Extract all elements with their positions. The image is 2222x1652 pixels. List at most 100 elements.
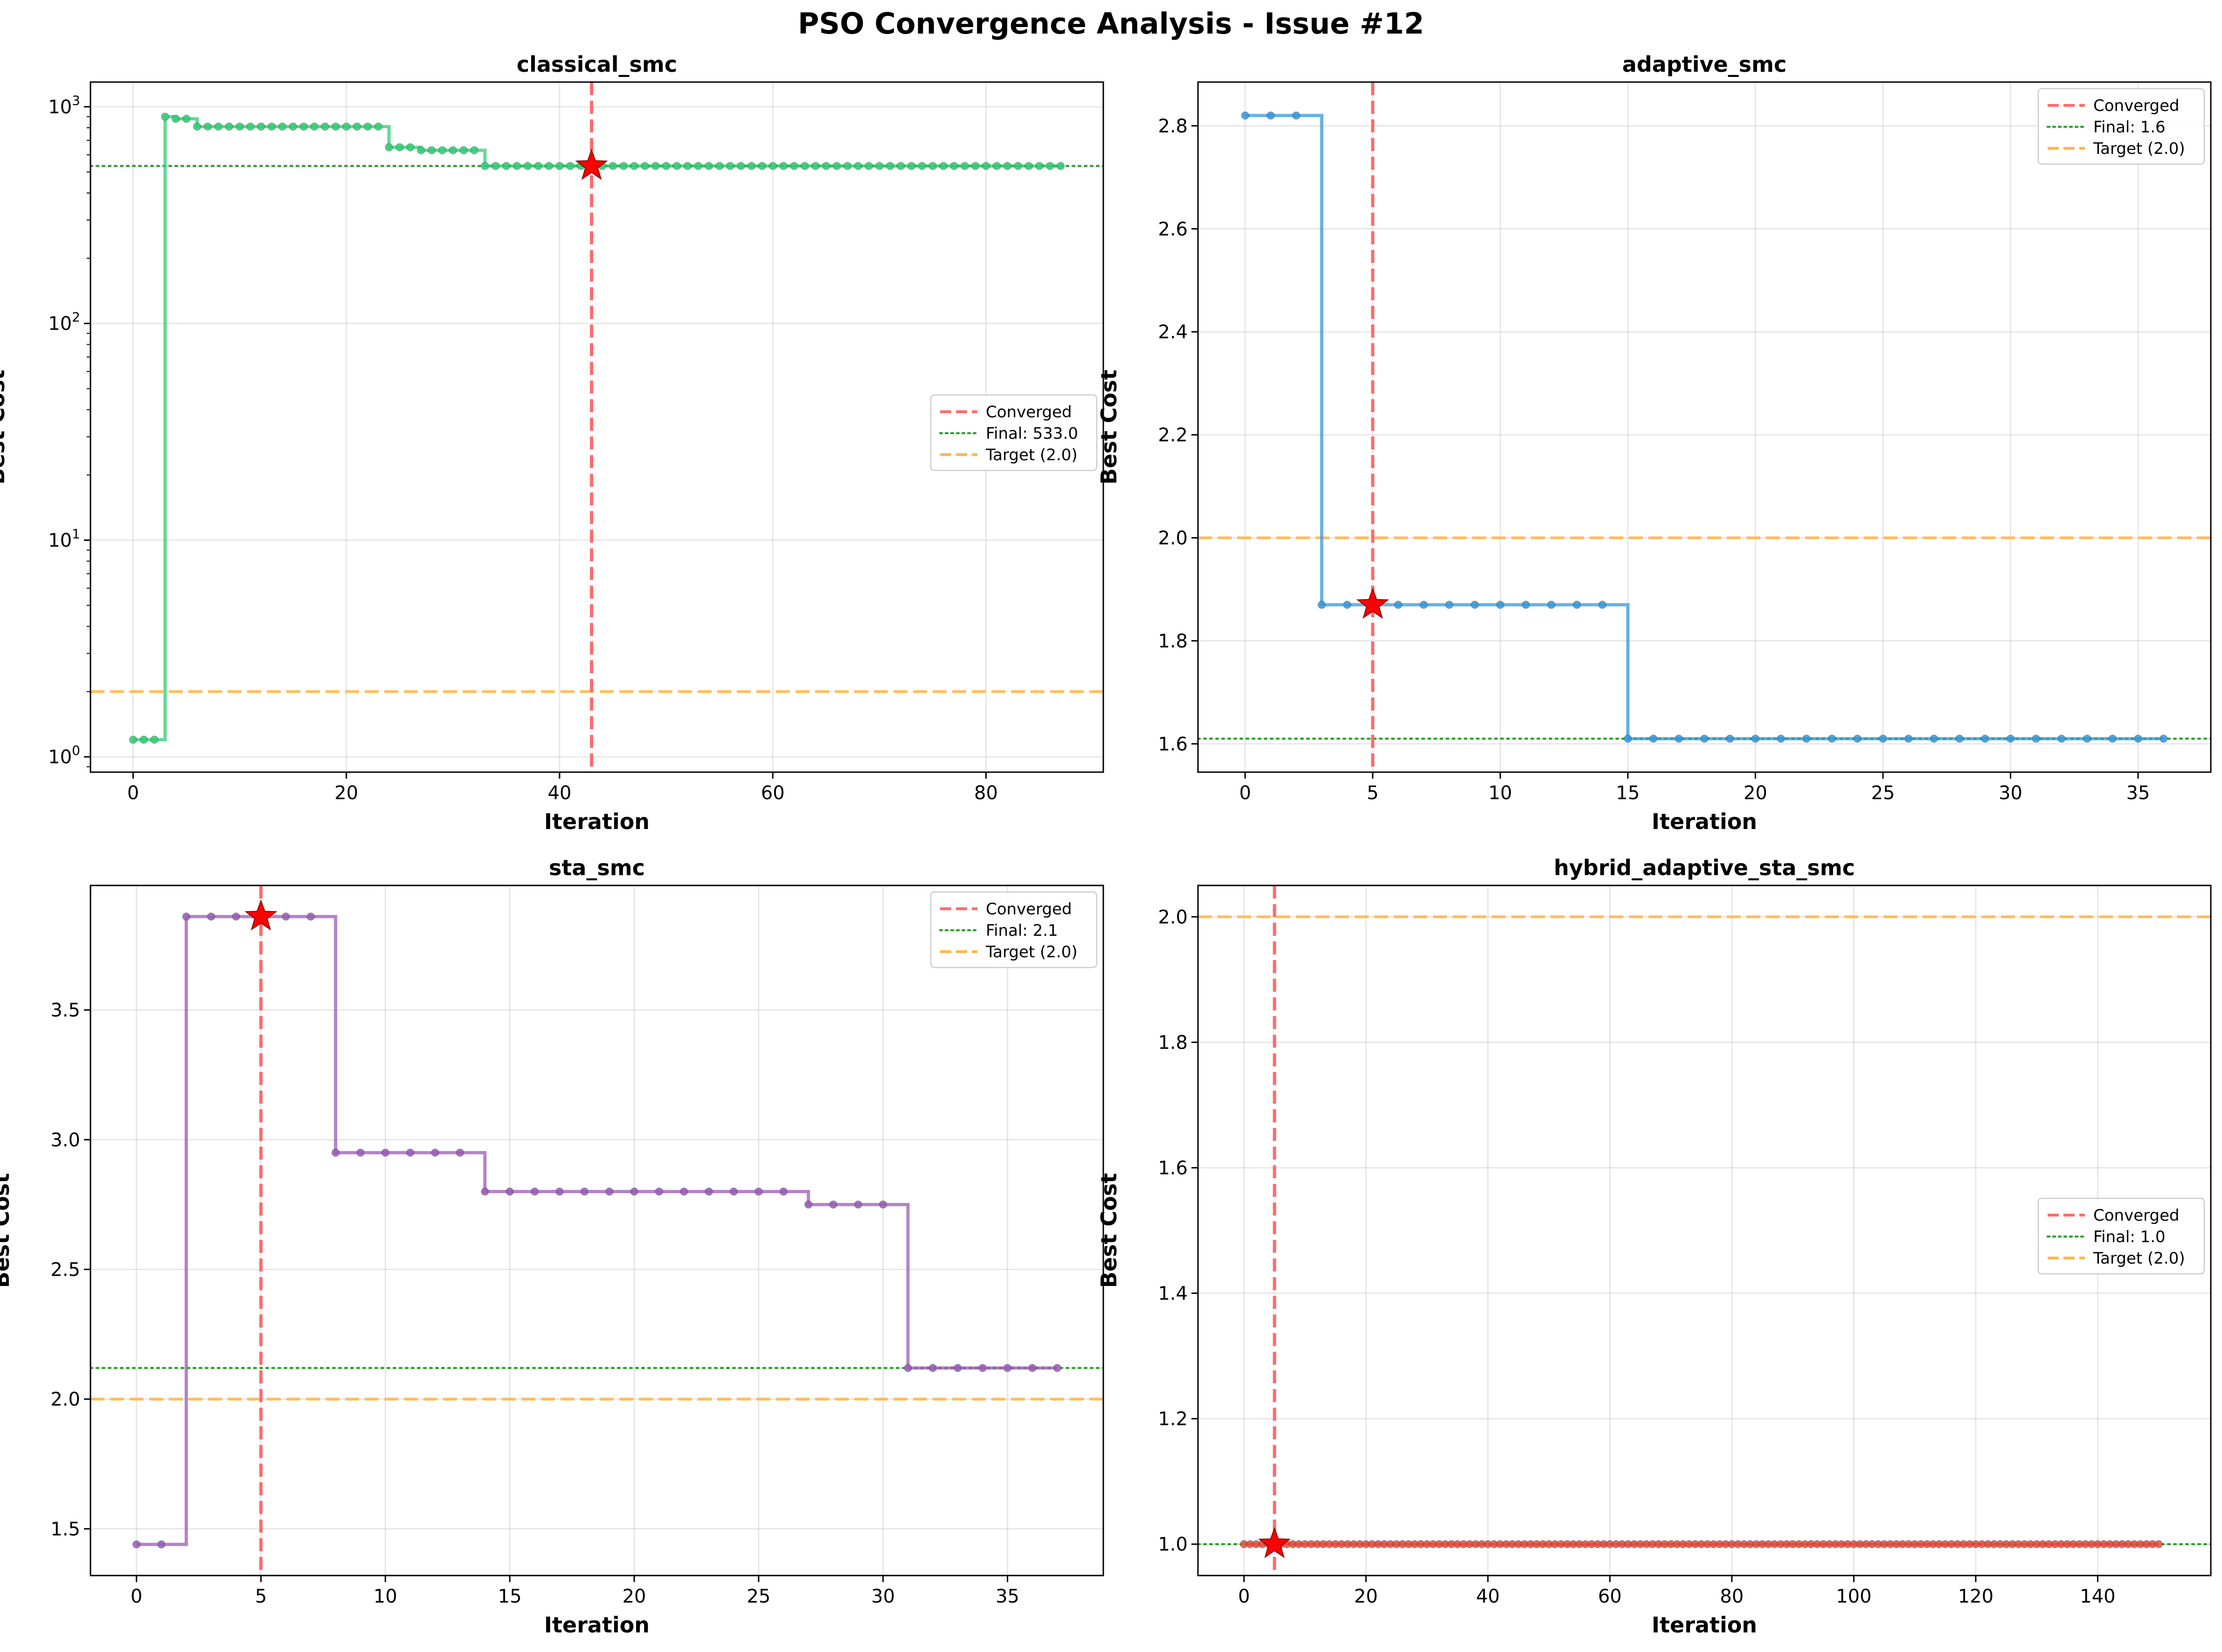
- data-point: [680, 1187, 688, 1196]
- data-point: [2057, 734, 2066, 743]
- x-axis-label: Iteration: [544, 809, 650, 834]
- y-tick-label: 100: [48, 743, 80, 768]
- x-tick-label: 25: [1871, 782, 1895, 804]
- data-point: [182, 912, 191, 921]
- data-point: [729, 1187, 738, 1196]
- data-point: [193, 122, 201, 131]
- data-point: [1045, 162, 1054, 170]
- data-point: [214, 122, 223, 131]
- data-point: [332, 122, 340, 131]
- data-point: [694, 162, 702, 170]
- data-point: [566, 162, 575, 170]
- data-point: [157, 1540, 166, 1548]
- y-tick-label: 1.8: [1158, 630, 1188, 652]
- legend-label: Target (2.0): [985, 943, 1078, 961]
- data-point: [779, 1187, 788, 1196]
- x-tick-label: 20: [1354, 1586, 1378, 1607]
- data-point: [182, 115, 191, 123]
- y-tick-label: 1.4: [1158, 1283, 1188, 1305]
- legend-label: Target (2.0): [985, 446, 1078, 464]
- data-point: [755, 1187, 763, 1196]
- data-point: [505, 1187, 514, 1196]
- data-point: [431, 1148, 439, 1157]
- data-point: [491, 162, 500, 170]
- data-point: [1053, 1364, 1062, 1372]
- data-point: [865, 162, 873, 170]
- data-point: [1853, 734, 1862, 743]
- data-point: [1904, 734, 1913, 743]
- chart-classical-smc: classical_smc Iteration Best Cost 0 20 40 60 80…: [0, 52, 1104, 834]
- data-point: [829, 1200, 838, 1209]
- data-point: [1827, 734, 1836, 743]
- data-point: [2006, 734, 2015, 743]
- axes-frame: [1197, 885, 2212, 1576]
- data-point: [1522, 601, 1530, 609]
- y-tick-label: 2.0: [1158, 527, 1188, 549]
- y-tick-label: 101: [48, 526, 80, 551]
- subplot-title: sta_smc: [549, 855, 645, 880]
- y-axis-label: Best Cost: [0, 1173, 14, 1288]
- x-tick-label: 5: [255, 1586, 267, 1607]
- y-tick-label: 1.0: [1158, 1534, 1188, 1555]
- data-point: [534, 162, 543, 170]
- data-point: [502, 162, 511, 170]
- x-axis-label: Iteration: [1652, 1612, 1757, 1638]
- data-point: [1024, 162, 1033, 170]
- series-line: [133, 115, 1061, 741]
- data-point: [1981, 734, 1989, 743]
- data-point: [1675, 734, 1683, 743]
- x-tick-label: 20: [623, 1586, 646, 1607]
- data-point: [449, 146, 457, 154]
- data-point: [1649, 734, 1658, 743]
- y-tick-label: 2.2: [1158, 425, 1188, 446]
- data-point: [580, 1187, 589, 1196]
- data-point: [1725, 734, 1734, 743]
- x-tick-label: 20: [1744, 782, 1767, 804]
- data-point: [1445, 601, 1454, 609]
- data-point: [843, 162, 852, 170]
- data-point: [822, 162, 831, 170]
- data-point: [342, 122, 351, 131]
- series-line: [136, 915, 1058, 1546]
- data-point: [356, 1148, 365, 1157]
- data-point: [207, 912, 215, 921]
- x-axis-label: Iteration: [544, 1612, 650, 1638]
- data-point: [651, 162, 660, 170]
- data-point: [1802, 734, 1811, 743]
- data-point: [630, 162, 638, 170]
- data-point: [438, 146, 447, 154]
- x-tick-label: 120: [1958, 1586, 1994, 1607]
- data-point: [129, 735, 138, 744]
- y-tick-label: 3.0: [50, 1129, 80, 1151]
- data-point: [257, 122, 265, 131]
- legend-label: Final: 533.0: [986, 424, 1078, 443]
- data-point: [1014, 162, 1022, 170]
- legend-box: [930, 891, 1098, 968]
- data-point: [363, 122, 372, 131]
- data-point: [459, 146, 468, 154]
- legend-box: [2037, 88, 2205, 165]
- y-tick-label: 1.2: [1158, 1409, 1188, 1430]
- data-point: [950, 162, 958, 170]
- data-point: [395, 143, 404, 152]
- data-point: [481, 162, 489, 170]
- data-point: [385, 143, 393, 152]
- data-point: [705, 1187, 713, 1196]
- data-point: [353, 122, 361, 131]
- x-tick-label: 0: [131, 1586, 142, 1607]
- chart-adaptive-smc: adaptive_smc Iteration Best Cost 0 5 10 15 20 25…: [1096, 52, 2212, 834]
- axes-frame: [90, 885, 1104, 1576]
- data-point: [939, 162, 948, 170]
- data-point: [282, 912, 290, 921]
- data-point: [381, 1148, 390, 1157]
- y-tick-label: 102: [48, 310, 80, 335]
- data-point: [1003, 162, 1011, 170]
- data-point: [161, 112, 169, 121]
- x-tick-label: 40: [1476, 1586, 1500, 1607]
- data-point: [512, 162, 521, 170]
- x-tick-label: 40: [548, 782, 572, 804]
- data-point: [961, 162, 969, 170]
- y-tick-label: 2.4: [1158, 322, 1188, 343]
- x-tick-label: 60: [1598, 1586, 1622, 1607]
- chart-sta-smc: sta_smc Iteration Best Cost 0 5 10 15 20 25 30 35 1…: [0, 855, 1104, 1638]
